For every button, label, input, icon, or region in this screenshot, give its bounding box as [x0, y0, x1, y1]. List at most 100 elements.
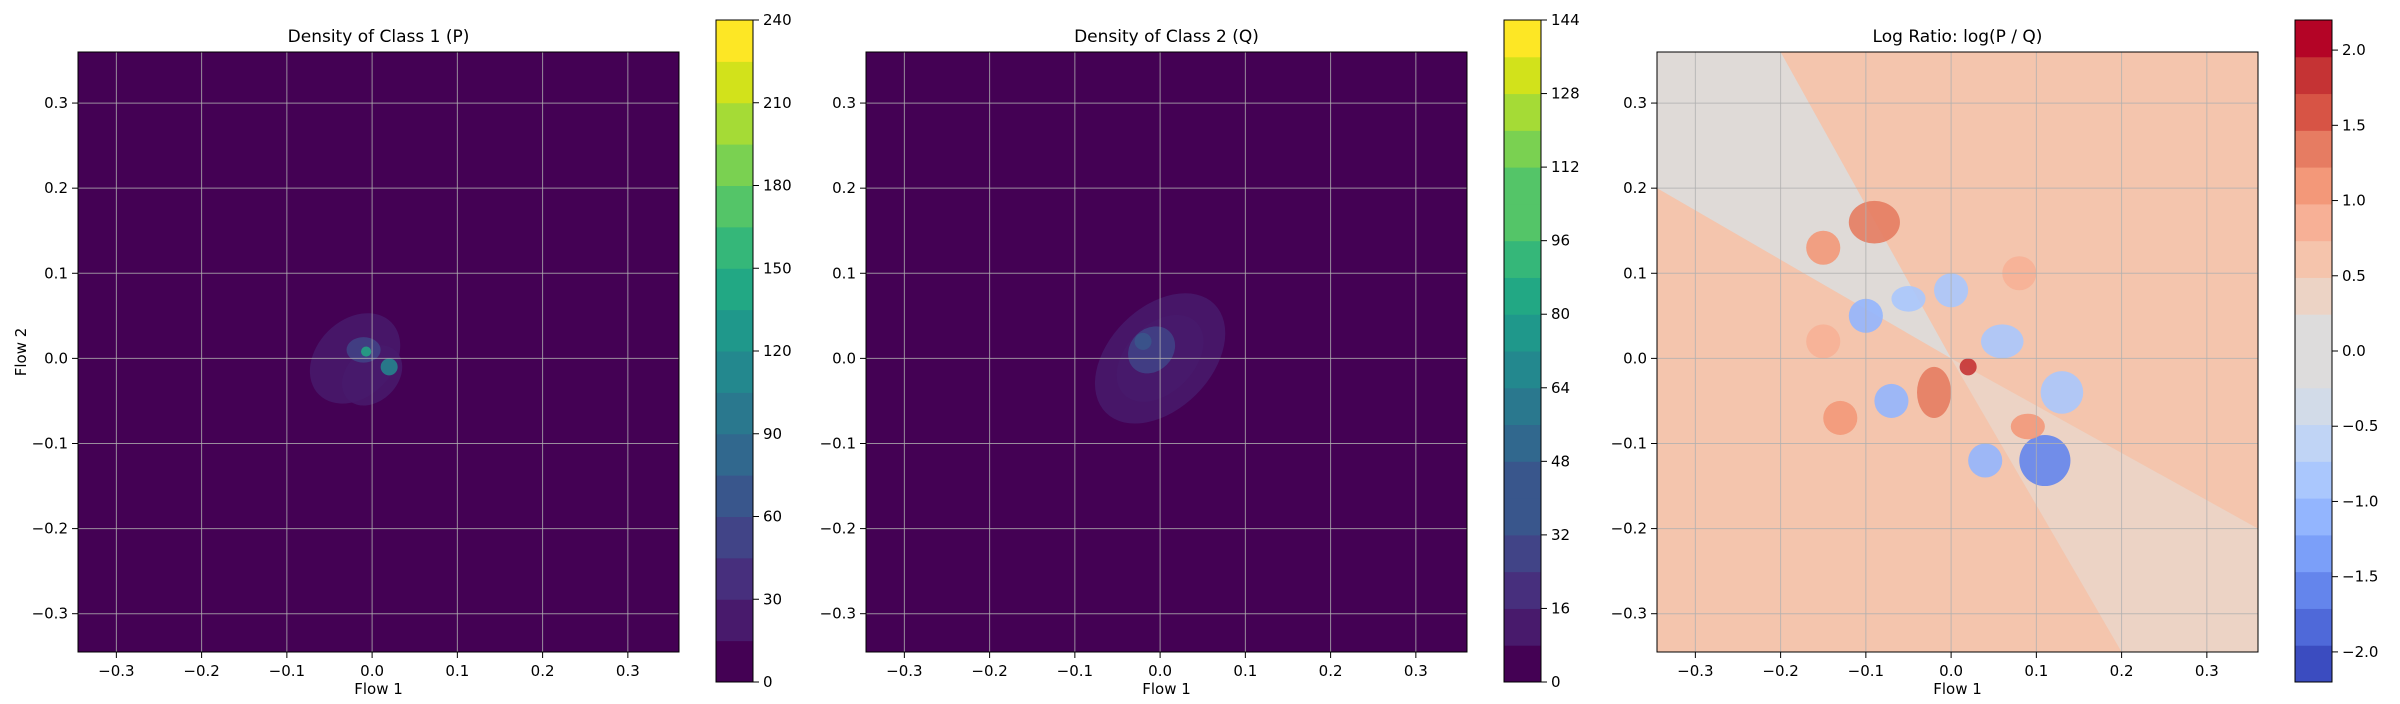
y-tick-label: 0.1	[44, 264, 68, 282]
ratio-blob	[1959, 358, 1977, 376]
ratio-blob	[1917, 366, 1952, 418]
colorbar-segment	[716, 475, 753, 517]
chart-panel-1: −0.3 −0.2 −0.1 0.0 0.1 0.2 0.3 0.3 0.2 0.1 0.0 −0.1…	[12, 11, 792, 698]
colorbar-segment	[716, 144, 753, 186]
chart-panel-3: −0.3 −0.2 −0.1 0.0 0.1 0.2 0.3 0.3 0.2 0.1 0.0 −0.1…	[1611, 19, 2378, 698]
colorbar-segment	[2295, 20, 2332, 58]
y-tick-label: 0.1	[832, 264, 856, 282]
plot-frame	[1656, 51, 2259, 653]
colorbar-segment	[2295, 130, 2332, 168]
colorbar-segment	[716, 392, 753, 435]
x-tick-label: 0.2	[531, 662, 555, 680]
colorbar-tick-label: 0.5	[2342, 267, 2366, 285]
colorbar-tick-label: 80	[1551, 305, 1570, 323]
colorbar-segment	[1504, 167, 1541, 205]
colorbar-tick-label: −2.0	[2342, 643, 2378, 661]
x-tick-label: 0.0	[1939, 662, 1963, 680]
colorbar-segment	[2295, 314, 2332, 352]
ratio-blob	[2019, 434, 2071, 487]
colorbar-tick-label: 64	[1551, 379, 1570, 397]
x-tick-label: 0.3	[2195, 662, 2219, 680]
heatmap-field	[1657, 52, 2258, 652]
x-tick-label: −0.3	[1677, 662, 1713, 680]
colorbar-tick-label: 2.0	[2342, 41, 2366, 59]
colorbar-segment	[2295, 498, 2332, 536]
colorbar-segment	[716, 640, 753, 683]
y-tick-label: 0.2	[1623, 179, 1647, 197]
ratio-blob	[1806, 324, 1841, 359]
x-tick-label: −0.2	[183, 662, 219, 680]
colorbar-tick-label: −1.5	[2342, 568, 2378, 586]
y-tick-label: −0.2	[1611, 520, 1647, 538]
y-tick-label: −0.1	[32, 434, 68, 452]
y-tick-label: −0.1	[1611, 434, 1647, 452]
colorbar-segment	[716, 268, 753, 311]
colorbar-segment	[2295, 240, 2332, 278]
colorbar-segment	[716, 61, 753, 104]
colorbar-segment	[2295, 93, 2332, 131]
ratio-blob	[1823, 400, 1858, 435]
colorbar-segment	[1504, 314, 1541, 352]
ratio-blob	[1980, 324, 2024, 359]
colorbar-segment	[716, 226, 753, 269]
colorbar-segment	[716, 599, 753, 642]
colorbar-tick-label: 90	[763, 425, 782, 443]
colorbar-frame	[1503, 19, 1542, 683]
x-tick-label: 0.3	[616, 662, 640, 680]
ratio-blob	[1891, 286, 1926, 312]
colorbar-tick-label: 120	[763, 342, 792, 360]
colorbar-segment	[1504, 498, 1541, 536]
x-tick-label: −0.1	[1057, 662, 1093, 680]
colorbar-segment	[1504, 645, 1541, 683]
plot-frame	[865, 51, 1468, 653]
y-tick-label: −0.2	[32, 520, 68, 538]
density-blob	[380, 358, 398, 376]
x-tick-label: 0.1	[1233, 662, 1257, 680]
y-tick-label: −0.1	[820, 434, 856, 452]
colorbar-segment	[716, 20, 753, 62]
colorbar-tick-label: 1.0	[2342, 192, 2366, 210]
y-tick-label: 0.2	[44, 179, 68, 197]
y-tick-label: 0.0	[832, 349, 856, 367]
x-axis-label: Flow 1	[1933, 680, 1982, 698]
y-tick-label: 0.0	[1623, 349, 1647, 367]
y-axis-label: Flow 2	[12, 328, 30, 377]
colorbar-tick-label: 210	[763, 94, 792, 112]
ratio-blob	[2010, 413, 2045, 440]
colorbar-segment	[1504, 56, 1541, 95]
x-axis-label: Flow 1	[1142, 680, 1191, 698]
y-tick-label: −0.3	[1611, 605, 1647, 623]
colorbar-tick-label: 150	[763, 259, 792, 277]
colorbar-segment	[1504, 387, 1541, 426]
y-tick-label: 0.0	[44, 349, 68, 367]
colorbar-segment	[1504, 277, 1541, 315]
colorbar-segment	[2295, 534, 2332, 573]
colorbar-segment	[716, 185, 753, 228]
x-tick-label: 0.2	[1319, 662, 1343, 680]
colorbar-segment	[2295, 461, 2332, 499]
colorbar-tick-label: 180	[763, 177, 792, 195]
y-tick-label: −0.2	[820, 520, 856, 538]
colorbar-tick-label: 0	[1551, 673, 1561, 691]
colorbar-segment	[716, 557, 753, 600]
ratio-blob	[1806, 230, 1841, 265]
y-tick-label: 0.3	[832, 94, 856, 112]
y-tick-label: 0.3	[44, 94, 68, 112]
neutral-region	[1657, 52, 1952, 359]
x-tick-label: −0.2	[971, 662, 1007, 680]
colorbar-tick-label: 144	[1551, 11, 1580, 29]
colorbar-segment	[716, 433, 753, 476]
colorbar-segment	[1504, 240, 1541, 278]
y-tick-label: −0.3	[820, 605, 856, 623]
y-tick-label: 0.1	[1623, 264, 1647, 282]
x-tick-label: −0.1	[269, 662, 305, 680]
colorbar-tick-label: 0	[763, 673, 773, 691]
colorbar-segment	[2295, 203, 2332, 242]
colorbar-segment	[1504, 534, 1541, 573]
colorbar-tick-label: 240	[763, 11, 792, 29]
colorbar-segment	[1504, 608, 1541, 646]
colorbar-segment	[2295, 277, 2332, 315]
colorbar-segment	[2295, 645, 2332, 683]
x-tick-label: 0.1	[445, 662, 469, 680]
